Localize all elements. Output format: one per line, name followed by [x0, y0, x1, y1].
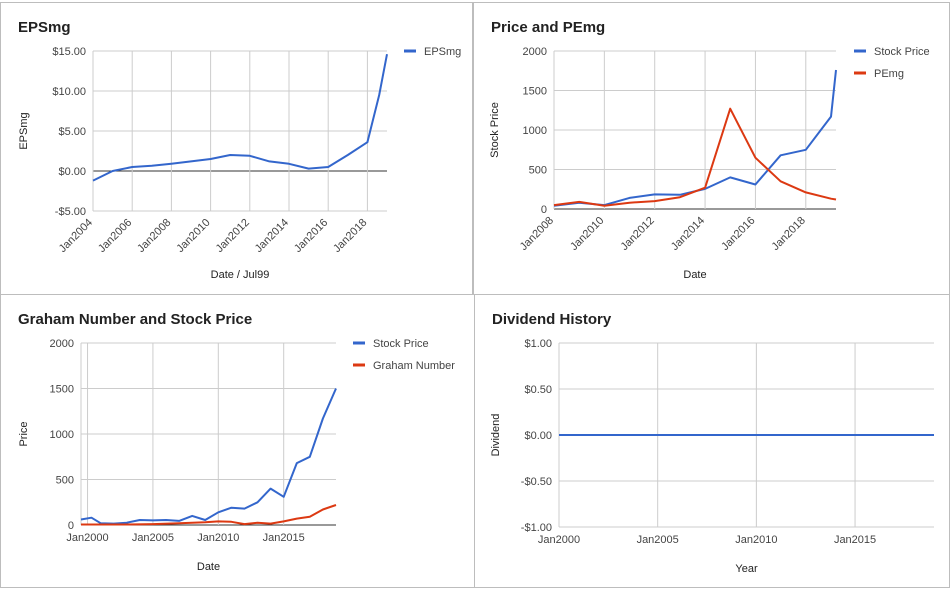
chart-panel-dividend: Dividend History -$1.00 -$0.50 $0.00 $0.50 $1… [474, 294, 950, 588]
y-tick-label: 2000 [50, 338, 74, 350]
y-tick-label: 0 [68, 520, 74, 532]
legend-label: Stock Price [373, 338, 429, 350]
series-line-pemg [553, 107, 837, 207]
y-tick-label: 2000 [523, 46, 547, 58]
y-tick-label: 1500 [50, 384, 74, 396]
y-axis-title: Stock Price [489, 102, 501, 158]
y-axis-title: Price [18, 421, 30, 446]
x-tick-label: Jan2018 [770, 215, 808, 253]
x-axis-title: Date [683, 269, 706, 281]
y-tick-label: $10.00 [52, 86, 86, 98]
x-tick-label: Jan2000 [538, 534, 580, 546]
x-tick-label: Jan2008 [135, 217, 173, 255]
x-tick-label: Jan2006 [96, 217, 134, 255]
y-tick-label: 0 [541, 204, 547, 216]
x-axis-title: Date [197, 561, 220, 573]
chart-price-pemg: Price and PEmg 0 500 1000 1500 2000 Jan2008 Jan… [489, 19, 930, 281]
x-tick-label: Jan2005 [132, 532, 174, 544]
y-tick-label: -$0.50 [521, 476, 552, 488]
x-tick-label: Jan2016 [292, 217, 330, 255]
x-tick-label: Jan2015 [834, 534, 876, 546]
chart-dividend: Dividend History -$1.00 -$0.50 $0.00 $0.50 $1… [490, 311, 934, 575]
legend-label: Stock Price [874, 46, 930, 58]
y-tick-label: -$1.00 [521, 522, 552, 534]
chart-title: Price and PEmg [491, 19, 605, 36]
y-tick-label: $1.00 [524, 338, 552, 350]
x-tick-label: Jan2000 [66, 532, 108, 544]
chart-title: Dividend History [492, 311, 612, 328]
y-tick-label: 1500 [523, 86, 547, 98]
y-tick-label: $15.00 [52, 46, 86, 58]
chart-panel-graham: Graham Number and Stock Price 0 500 1000 150… [0, 294, 475, 588]
chart-title: Graham Number and Stock Price [18, 311, 252, 328]
y-axis-title: Dividend [490, 414, 502, 457]
legend-label: PEmg [874, 68, 904, 80]
chart-graham: Graham Number and Stock Price 0 500 1000 150… [18, 311, 455, 573]
chart-panel-price-pemg: Price and PEmg 0 500 1000 1500 2000 Jan2008 Jan… [473, 2, 950, 295]
y-tick-label: -$5.00 [55, 206, 86, 218]
series-line-graham-number [81, 504, 337, 526]
y-tick-label: $5.00 [58, 126, 86, 138]
x-axis-title: Year [735, 563, 758, 575]
chart-epsmg: EPSmg -$5.00 $0.00 $5.00 $10.00 $15.00 Jan2004… [18, 19, 461, 281]
x-tick-label: Jan2005 [637, 534, 679, 546]
x-tick-label: Jan2012 [214, 217, 252, 255]
y-tick-label: $0.00 [524, 430, 552, 442]
x-tick-label: Jan2015 [263, 532, 305, 544]
series-line-stock-price [80, 388, 337, 525]
chart-panel-epsmg: EPSmg -$5.00 $0.00 $5.00 $10.00 $15.00 Jan2004… [0, 2, 473, 295]
y-tick-label: $0.00 [58, 166, 86, 178]
y-tick-label: 500 [529, 165, 547, 177]
x-tick-label: Jan2012 [618, 215, 656, 253]
x-tick-label: Jan2018 [331, 217, 369, 255]
x-tick-label: Jan2010 [174, 217, 212, 255]
x-tick-label: Jan2014 [253, 217, 291, 255]
x-tick-label: Jan2008 [518, 215, 556, 253]
legend-label: Graham Number [373, 360, 455, 372]
x-axis-title: Date / Jul99 [211, 269, 270, 281]
x-tick-label: Jan2010 [197, 532, 239, 544]
y-tick-label: $0.50 [524, 384, 552, 396]
legend-label: EPSmg [424, 46, 461, 58]
chart-title: EPSmg [18, 19, 71, 36]
y-tick-label: 500 [56, 475, 74, 487]
x-tick-label: Jan2010 [568, 215, 606, 253]
x-tick-label: Jan2016 [719, 215, 757, 253]
x-tick-label: Jan2010 [735, 534, 777, 546]
x-tick-label: Jan2014 [669, 215, 707, 253]
x-tick-label: Jan2004 [57, 217, 95, 255]
y-axis-title: EPSmg [18, 112, 30, 149]
series-line-epsmg [92, 54, 388, 182]
y-tick-label: 1000 [50, 429, 74, 441]
y-tick-label: 1000 [523, 125, 547, 137]
